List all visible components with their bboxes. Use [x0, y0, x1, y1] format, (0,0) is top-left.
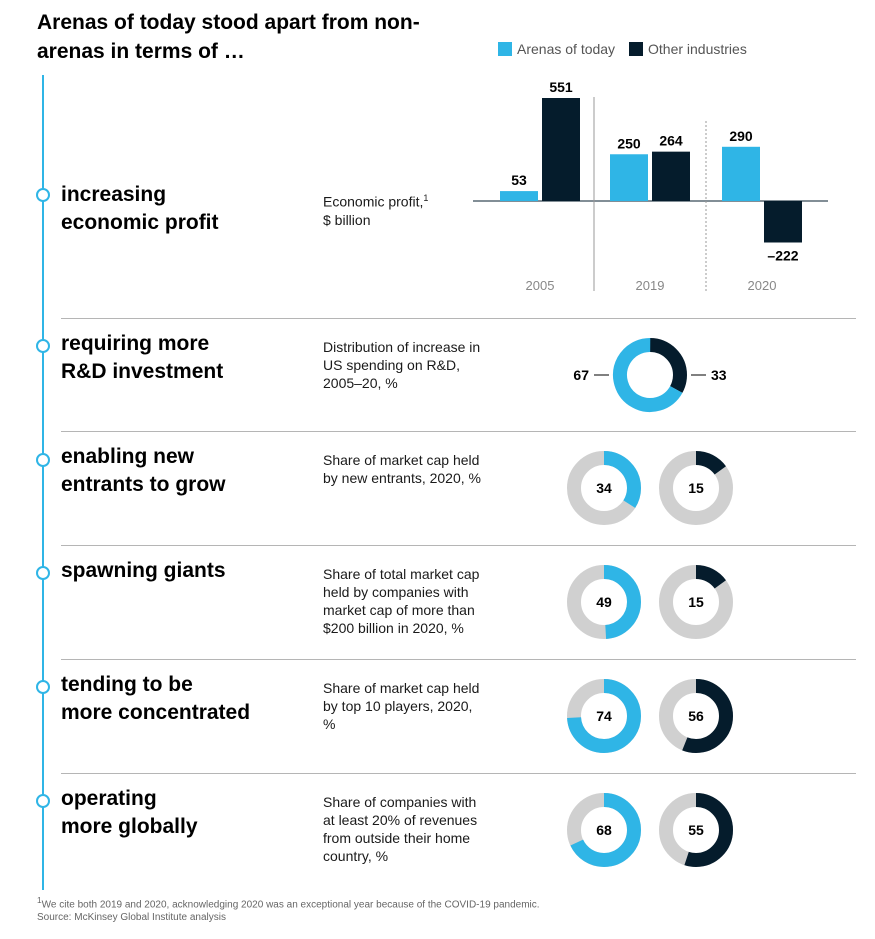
bar-value-label: 290	[729, 128, 753, 144]
bar-arenas	[722, 146, 760, 201]
timeline-dot	[36, 794, 50, 808]
donut-value-label: 33	[711, 367, 727, 383]
metric-description: Share of market cap held by top 10 playe…	[323, 680, 480, 732]
bar-other	[764, 201, 802, 243]
footnote-marker: 1	[423, 193, 429, 203]
row-label-concentrated: tending to be more concentrated	[61, 671, 311, 727]
donut-track	[567, 451, 641, 525]
footnote: 1We cite both 2019 and 2020, acknowledgi…	[37, 894, 540, 924]
bar-value-label: 250	[617, 135, 641, 151]
x-tick-label: 2005	[526, 278, 555, 293]
donut-value-label: 68	[596, 822, 612, 838]
legend-label-arenas: Arenas of today	[517, 41, 616, 57]
bar-value-label: –222	[767, 247, 798, 263]
metric-description: Share of market cap held by new entrants…	[323, 452, 481, 486]
legend-item-arenas: Arenas of today	[498, 41, 615, 57]
economic-profit-bar-chart: 53 551 2005 250 264 2019 290 –222 2020	[473, 79, 828, 293]
row-label-line1: enabling new	[61, 445, 195, 468]
row-divider	[61, 545, 856, 546]
donut-segment-other	[613, 338, 687, 412]
row-label-line1: spawning giants	[61, 559, 226, 582]
legend-swatch-other	[629, 42, 643, 56]
row-label-line1: increasing	[61, 183, 167, 206]
legend-label-other: Other industries	[648, 41, 747, 57]
donut-segment	[567, 679, 641, 753]
donut-value-label: 56	[688, 708, 704, 724]
donut-value-label: 74	[596, 708, 612, 724]
metric-description: Share of total market cap held by compan…	[323, 566, 480, 636]
donut-value-label: 15	[688, 480, 704, 496]
donut-value-label: 34	[596, 480, 612, 496]
row-label-new-entrants: enabling new entrants to grow	[61, 443, 311, 499]
metric-unit: $ billion	[323, 211, 371, 228]
donut-track	[659, 679, 733, 753]
donut-value-label: 67	[573, 367, 589, 383]
bar-value-label: 551	[549, 79, 573, 95]
row-label-line2: entrants to grow	[61, 473, 226, 496]
source-text: Source: McKinsey Global Institute analys…	[37, 912, 226, 924]
bar-arenas	[610, 154, 648, 201]
row-divider	[61, 773, 856, 774]
metric-description: Economic profit,1 $ billion	[323, 189, 503, 229]
bar-value-label: 264	[659, 133, 683, 149]
chart-title: Arenas of today stood apart from non-are…	[37, 11, 420, 63]
donut-value-label: 49	[596, 594, 612, 610]
legend-item-other: Other industries	[629, 41, 747, 57]
donut-segment	[659, 679, 733, 753]
row-label-line2: more concentrated	[61, 701, 251, 724]
row-divider	[61, 659, 856, 660]
donut-value-label: 55	[688, 822, 704, 838]
row-label-globally: operating more globally	[61, 785, 311, 841]
bar-arenas	[500, 191, 538, 201]
row-label-line2: R&D investment	[61, 360, 224, 383]
timeline-dot	[36, 566, 50, 580]
bar-other	[542, 98, 580, 201]
donut-track	[567, 793, 641, 867]
donut-track	[659, 565, 733, 639]
row-label-rd: requiring more R&D investment	[61, 330, 311, 386]
donut-segment	[659, 451, 733, 525]
x-tick-label: 2020	[748, 278, 777, 293]
donut-segment	[659, 565, 733, 639]
donut-segment-arenas	[613, 338, 687, 412]
timeline-line	[42, 75, 44, 890]
metric-description: Distribution of increase in US spending …	[323, 339, 481, 391]
row-divider	[61, 431, 856, 432]
row-label-economic-profit: increasing economic profit	[61, 181, 311, 237]
row-label-line1: operating	[61, 787, 157, 810]
footnote-number: 1	[37, 895, 42, 905]
bar-value-label: 53	[511, 172, 527, 188]
legend-swatch-arenas	[498, 42, 512, 56]
timeline-dot	[36, 339, 50, 353]
row-label-line1: requiring more	[61, 332, 210, 355]
donut-track	[659, 793, 733, 867]
donut-track	[567, 565, 641, 639]
timeline-dot	[36, 188, 50, 202]
row-label-line1: tending to be	[61, 673, 193, 696]
timeline-dot	[36, 453, 50, 467]
donut-segment	[567, 565, 641, 639]
metric-text: Economic profit,	[323, 193, 424, 210]
donut-track	[567, 679, 641, 753]
x-tick-label: 2019	[636, 278, 665, 293]
donut-value-label: 15	[688, 594, 704, 610]
timeline-dot	[36, 680, 50, 694]
donut-segment	[567, 451, 641, 525]
row-divider	[61, 318, 856, 319]
row-label-giants: spawning giants	[61, 557, 311, 585]
donut-segment	[659, 793, 733, 867]
donut-track	[659, 451, 733, 525]
donut-segment	[567, 793, 641, 867]
metric-description: Share of companies with at least 20% of …	[323, 794, 478, 864]
footnote-text: We cite both 2019 and 2020, acknowledgin…	[41, 899, 540, 911]
row-label-line2: economic profit	[61, 211, 219, 234]
row-label-line2: more globally	[61, 815, 198, 838]
bar-other	[652, 151, 690, 201]
